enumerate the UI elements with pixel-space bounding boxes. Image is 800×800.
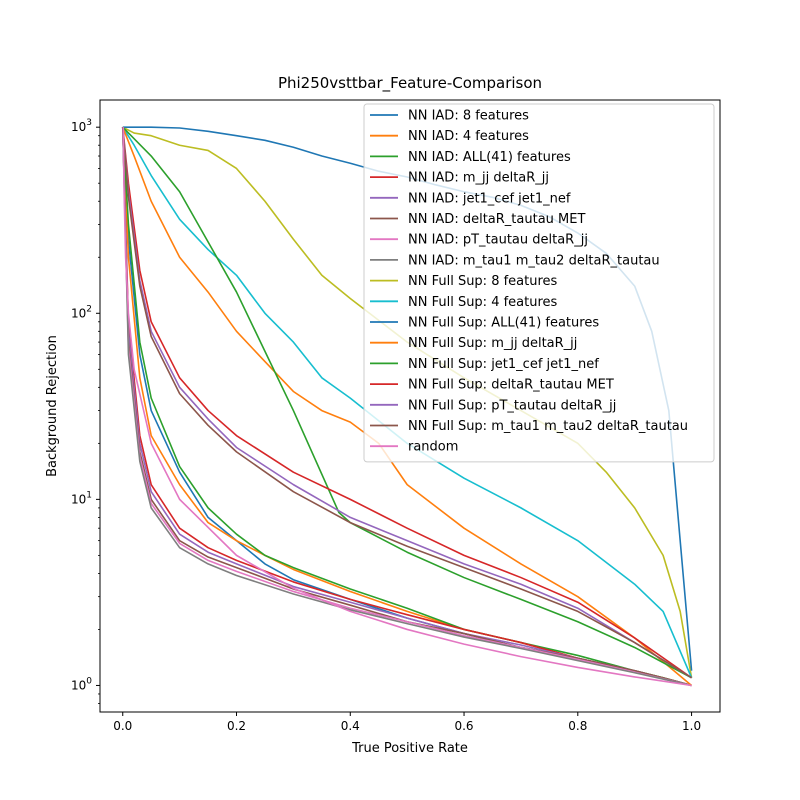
x-tick-label-4: 0.8 (568, 719, 587, 733)
legend-label-10: NN Full Sup: 4 features (408, 295, 558, 310)
y-axis-title: Background Rejection (45, 335, 60, 477)
axes-layer: 0.0 0.2 0.4 0.6 0.8 1.0 100 101 102 103 (71, 118, 701, 733)
series-line-10 (122, 126, 693, 679)
series-line-12 (122, 126, 693, 687)
series-line-16 (121, 127, 692, 679)
chart-title: Phi250vsttbar_Feature-Comparison (278, 74, 542, 93)
y-tick-label-1: 101 (71, 490, 92, 506)
series-line-15 (121, 127, 692, 679)
series-line-17 (122, 127, 692, 687)
legend-label-7: NN IAD: pT_tautau deltaR_jj (408, 233, 588, 248)
legend-label-12: NN Full Sup: m_jj deltaR_jj (408, 336, 577, 351)
y-tick-label-2: 102 (71, 304, 92, 320)
y-tick-label-3: 103 (71, 118, 92, 134)
x-tick-label-2: 0.4 (341, 719, 360, 733)
legend-label-6: NN IAD: deltaR_tautau MET (408, 212, 585, 227)
legend-box (363, 103, 715, 463)
legend-label-14: NN Full Sup: deltaR_tautau MET (408, 378, 614, 393)
series-line-8 (121, 127, 692, 687)
legend-label-9: NN Full Sup: 8 features (408, 274, 558, 289)
series-line-14 (121, 127, 693, 679)
legend-label-17: random (408, 440, 458, 455)
plot-frame (99, 99, 721, 713)
x-tick-label-3: 0.6 (454, 719, 473, 733)
series-line-3 (121, 127, 692, 687)
series-line-5 (121, 127, 692, 687)
x-tick-label-5: 1.0 (682, 719, 701, 733)
series-layer (121, 126, 693, 687)
legend-label-5: NN IAD: jet1_cef jet1_nef (408, 191, 571, 206)
series-line-9 (122, 126, 693, 678)
series-line-7 (121, 127, 692, 687)
legend-label-8: NN IAD: m_tau1 m_tau2 deltaR_tautau (408, 253, 660, 268)
legend-label-1: NN IAD: 8 features (408, 109, 529, 124)
legend-label-4: NN IAD: m_jj deltaR_jj (408, 171, 549, 186)
legend: NN IAD: 8 features NN IAD: 4 features NN I… (363, 103, 715, 463)
legend-label-13: NN Full Sup: jet1_cef jet1_nef (408, 357, 599, 372)
x-tick-label-0: 0.0 (113, 719, 132, 733)
x-axis-title: True Positive Rate (351, 741, 468, 756)
x-tick-label-1: 0.2 (227, 719, 246, 733)
legend-label-2: NN IAD: 4 features (408, 129, 529, 144)
legend-label-15: NN Full Sup: pT_tautau deltaR_jj (408, 398, 616, 413)
y-tick-label-0: 100 (71, 676, 92, 692)
legend-label-16: NN Full Sup: m_tau1 m_tau2 deltaR_tautau (408, 419, 688, 434)
legend-label-11: NN Full Sup: ALL(41) features (408, 316, 599, 331)
legend-label-3: NN IAD: ALL(41) features (408, 150, 571, 165)
